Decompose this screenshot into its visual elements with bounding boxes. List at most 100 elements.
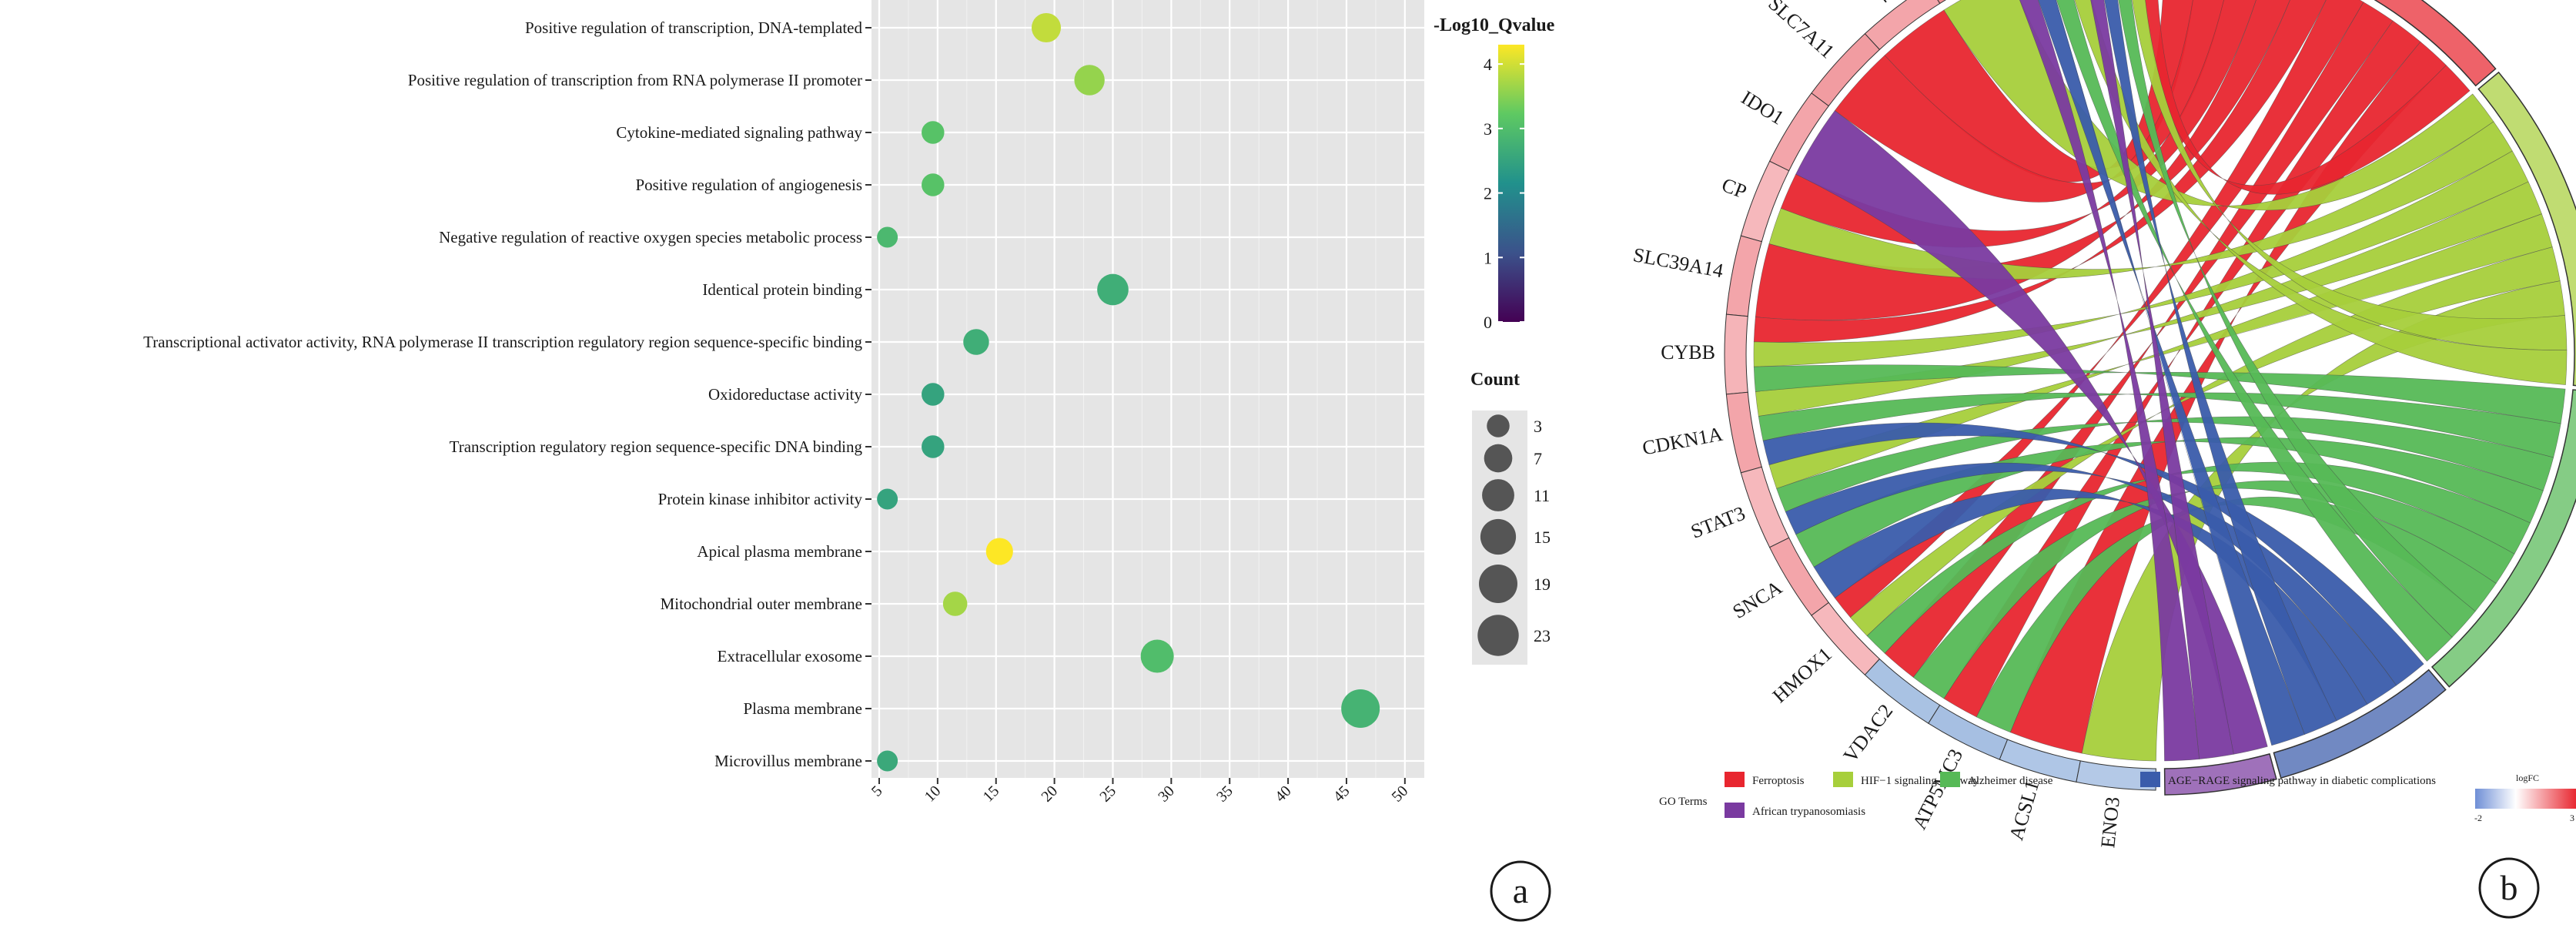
- dot-point: [922, 435, 945, 458]
- term-label: Identical protein binding: [702, 280, 862, 299]
- term-label: Positive regulation of transcription, DN…: [525, 18, 862, 37]
- term-label: Extracellular exosome: [718, 647, 862, 665]
- gene-logfc-arcs: [1724, 0, 2156, 791]
- dot-point: [877, 226, 898, 248]
- colorbar-gradient: [1498, 45, 1524, 322]
- chord-ribbon: [2132, 0, 2568, 350]
- size-legend-label: 15: [1534, 528, 1551, 547]
- gene-label: IDO1: [1738, 86, 1788, 129]
- go-term-arc: [2374, 0, 2497, 87]
- dot-point: [1031, 12, 1062, 43]
- x-tick-label: 20: [1038, 783, 1061, 806]
- dot-point: [1097, 273, 1129, 306]
- chord-ribbon: [2074, 0, 2568, 385]
- chord-ribbon: [2056, 0, 2453, 662]
- gene-arc: [1724, 313, 1748, 395]
- logfc-gradient-bar: [2475, 789, 2576, 809]
- gene-arc: [1999, 739, 2081, 783]
- x-tick-label: 45: [1330, 783, 1353, 806]
- go-legend-swatch: [2140, 772, 2160, 787]
- term-label: Plasma membrane: [743, 699, 862, 718]
- size-legend-label: 7: [1534, 449, 1542, 468]
- size-legend-label: 23: [1534, 626, 1551, 645]
- dot-point: [1140, 639, 1174, 673]
- colorbar-title: -Log10_Qvalue: [1434, 15, 1555, 35]
- go-legend-label: Ferroptosis: [1752, 775, 1805, 787]
- gene-label: VDAC2: [1839, 700, 1898, 766]
- x-axis-ticks: 5 10 15 20 25 30 35 40 45 50: [868, 778, 1411, 806]
- go-term-arc: [2163, 752, 2277, 796]
- colorbar-tick-label: 0: [1484, 313, 1492, 332]
- go-term-arcs: [2163, 0, 2576, 796]
- term-label: Positive regulation of transcription fro…: [408, 71, 862, 89]
- colorbar-tick-label: 4: [1484, 55, 1492, 74]
- dot-point: [922, 383, 945, 406]
- chord-ribbon: [2118, 0, 2476, 638]
- gene-label: CYBB: [1661, 341, 1715, 364]
- gene-arc: [1740, 466, 1790, 548]
- gene-label: SNCA: [1729, 576, 1786, 623]
- logfc-max-label: 3: [2570, 813, 2574, 823]
- chord-ribbons: [1753, 0, 2568, 762]
- panel-a-dot-plot: Positive regulation of transcription, DN…: [143, 0, 1555, 922]
- panel-b-tag: b: [2478, 857, 2540, 919]
- size-legend-dot: [1477, 615, 1519, 656]
- gene-arc: [1725, 235, 1762, 317]
- gene-label: HMOX1: [1768, 643, 1836, 708]
- gene-label: SLC39A14: [1631, 243, 1725, 282]
- term-label: Oxidoreductase activity: [708, 385, 863, 404]
- go-legend-label: Alzheimer disease: [1968, 775, 2053, 787]
- size-legend-dot: [1479, 565, 1517, 603]
- logfc-min-label: -2: [2474, 813, 2482, 823]
- gene-arc: [1811, 33, 1881, 107]
- go-legend-swatch: [1940, 772, 1960, 787]
- size-legend-title: Count: [1470, 370, 1520, 390]
- size-legend-dot: [1487, 414, 1510, 437]
- gene-label: STAT3: [1688, 502, 1748, 543]
- dot-point: [922, 173, 945, 196]
- dots-layer: [877, 12, 1380, 772]
- panel-a-tag: a: [1490, 860, 1551, 922]
- gene-label: CDKN1A: [1641, 423, 1725, 460]
- dot-point: [1341, 689, 1380, 728]
- dot-point: [1074, 65, 1105, 96]
- gene-arc: [1811, 602, 1881, 675]
- dot-point: [922, 121, 945, 144]
- term-label: Microvillus membrane: [714, 752, 862, 770]
- x-tick-label: 35: [1213, 783, 1236, 806]
- size-legend-dot: [1484, 444, 1513, 473]
- go-legend-swatch: [1725, 772, 1745, 787]
- term-label: Positive regulation of angiogenesis: [635, 176, 862, 194]
- term-label: Cytokine-mediated signaling pathway: [616, 123, 862, 142]
- size-legend-dot: [1480, 518, 1517, 555]
- term-label: Transcriptional activator activity, RNA …: [143, 333, 862, 351]
- go-legend-label: HIF−1 signaling pathway: [1861, 775, 1979, 787]
- x-tick-label: 40: [1272, 783, 1295, 806]
- qvalue-colorbar: -Log10_Qvalue 0 1 2 3 4: [1434, 15, 1555, 332]
- size-legend-dot: [1482, 479, 1514, 511]
- go-legend-label: AGE−RAGE signaling pathway in diabetic c…: [2168, 775, 2436, 787]
- x-tick-label: 10: [922, 783, 945, 806]
- dot-point: [963, 329, 989, 355]
- panel-a-label: a: [1513, 871, 1528, 910]
- size-legend-label: 3: [1534, 417, 1542, 436]
- go-legend-label: African trypanosomiasis: [1752, 806, 1865, 818]
- go-legend-swatch: [1725, 803, 1745, 818]
- go-terms-legend: GO Terms Ferroptosis HIF−1 signaling path…: [1659, 772, 2436, 818]
- x-tick-label: 15: [980, 783, 1003, 806]
- gene-label: CP: [1719, 173, 1750, 203]
- gene-arc: [1864, 658, 1941, 724]
- chord-ribbon: [1758, 392, 2561, 458]
- chord-ribbon: [2104, 0, 2337, 735]
- term-label: Protein kinase inhibitor activity: [658, 490, 863, 508]
- chord-ribbon: [1866, 461, 2531, 654]
- go-term-arc: [2273, 669, 2447, 779]
- size-legend-label: 11: [1534, 486, 1550, 505]
- logfc-title: logFC: [2516, 773, 2539, 783]
- go-term-arc: [2477, 71, 2576, 387]
- go-legend-title: GO Terms: [1659, 796, 1708, 808]
- x-tick-label: 30: [1155, 783, 1178, 806]
- gene-arc: [1928, 704, 2009, 760]
- gene-label: SLC3A2: [1839, 0, 1900, 6]
- colorbar-tick-label: 3: [1484, 119, 1492, 139]
